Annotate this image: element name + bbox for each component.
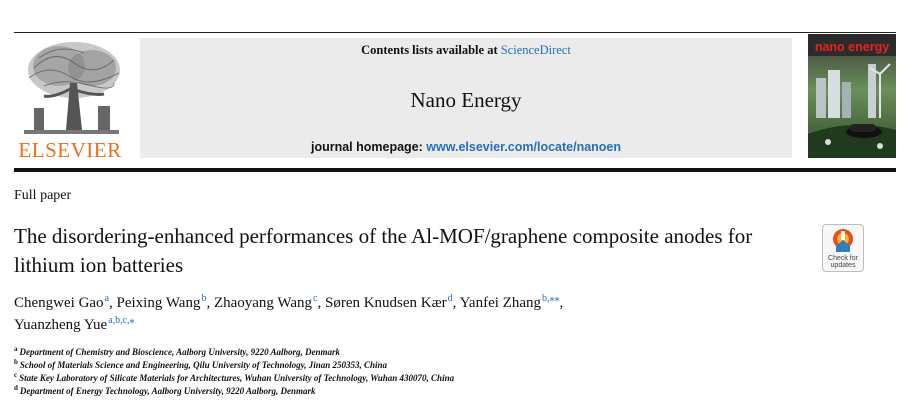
author-affiliation-marker[interactable]: b,⁎⁎ — [541, 293, 560, 304]
check-for-updates-label: Check for updates — [823, 255, 863, 269]
journal-cover[interactable]: nano energy — [808, 34, 896, 158]
affiliation-text: Department of Chemistry and Bioscience, … — [19, 347, 341, 357]
affiliation-label: b — [14, 358, 18, 366]
author-list: Chengwei Gaoa, Peixing Wangb, Zhaoyang W… — [14, 293, 564, 334]
check-for-updates-button[interactable]: Check for updates — [822, 224, 864, 272]
author-name[interactable]: Zhaoyang Wangc — [213, 293, 318, 312]
elsevier-wordmark: ELSEVIER — [18, 138, 122, 162]
affiliation-text: Department of Energy Technology, Aalborg… — [19, 386, 316, 396]
journal-homepage-link[interactable]: www.elsevier.com/locate/nanoen — [426, 140, 622, 154]
check-for-updates-icon — [833, 229, 853, 252]
author-name[interactable]: Peixing Wangb — [116, 293, 207, 312]
affiliation-label: a — [14, 345, 18, 353]
check-for-updates-line2: updates — [830, 262, 856, 269]
affiliation-item: d Department of Energy Technology, Aalbor… — [14, 385, 874, 398]
author-affiliation-marker[interactable]: c — [313, 293, 318, 304]
author-name[interactable]: Chengwei Gaoa — [14, 293, 110, 312]
header-top-rule — [14, 32, 896, 33]
article-title: The disordering-enhanced performances of… — [14, 224, 753, 277]
author-affiliation-marker[interactable]: a,b,c,⁎ — [108, 315, 135, 326]
journal-cover-image-icon — [808, 34, 896, 158]
author-affiliation-marker[interactable]: d — [447, 293, 453, 304]
homepage-prefix: journal homepage: — [310, 140, 427, 154]
contents-line: Contents lists available at ScienceDirec… — [140, 43, 792, 58]
sciencedirect-link[interactable]: ScienceDirect — [500, 43, 571, 57]
journal-title: Nano Energy — [410, 88, 522, 112]
homepage-line: journal homepage: www.elsevier.com/locat… — [140, 140, 792, 154]
affiliation-list: a Department of Chemistry and Bioscience,… — [14, 346, 874, 398]
author-affiliation-marker[interactable]: a — [104, 293, 110, 304]
affiliation-label: c — [14, 371, 18, 379]
author-name[interactable]: Yanfei Zhangb,⁎⁎ — [459, 293, 560, 312]
elsevier-logo[interactable]: ELSEVIER — [14, 38, 126, 162]
author-name[interactable]: Yuanzheng Yuea,b,c,⁎ — [14, 315, 135, 334]
journal-header-panel: Contents lists available at ScienceDirec… — [140, 38, 792, 158]
check-for-updates-line1: Check for — [828, 255, 858, 262]
author-name[interactable]: Søren Knudsen Kærd — [324, 293, 453, 312]
elsevier-tree-logo-icon — [14, 38, 126, 138]
header-bottom-rule — [14, 168, 896, 172]
affiliation-item: c State Key Laboratory of Silicate Materi… — [14, 372, 874, 385]
affiliation-item: a Department of Chemistry and Bioscience,… — [14, 346, 874, 359]
cover-title: nano energy — [814, 40, 890, 54]
affiliation-item: b School of Materials Science and Enginee… — [14, 359, 874, 372]
author-affiliation-marker[interactable]: b — [201, 293, 207, 304]
affiliation-text: School of Materials Science and Engineer… — [19, 360, 388, 370]
article-type: Full paper — [14, 188, 72, 203]
affiliation-text: State Key Laboratory of Silicate Materia… — [19, 373, 455, 383]
contents-prefix: Contents lists available at — [361, 43, 501, 57]
affiliation-label: d — [14, 384, 18, 392]
